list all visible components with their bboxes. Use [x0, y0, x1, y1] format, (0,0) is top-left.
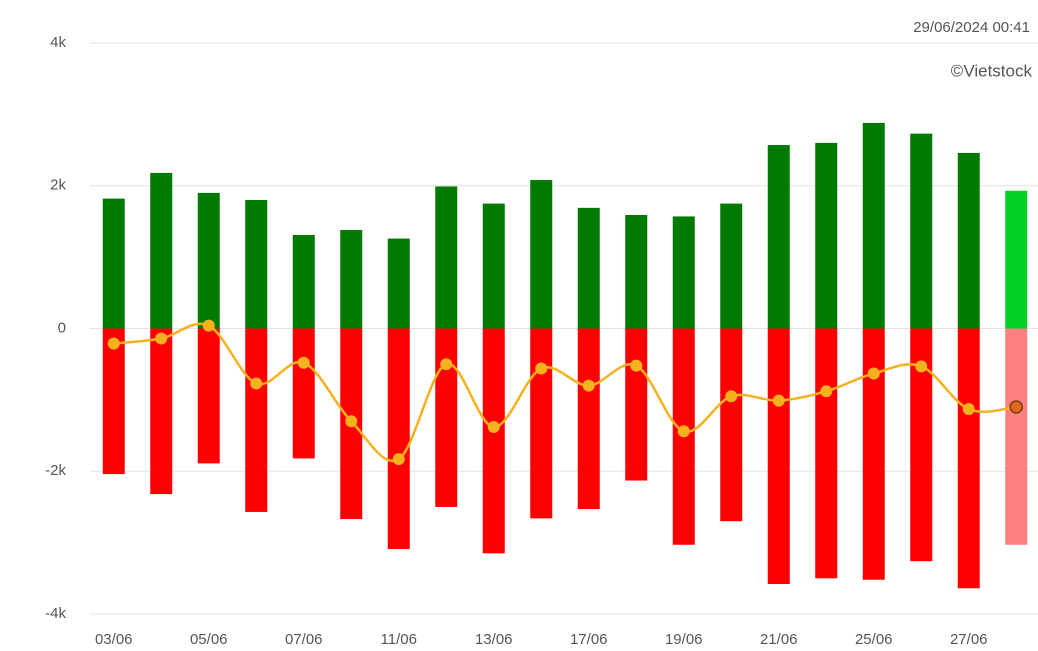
bar: [102, 198, 125, 329]
net-marker: [820, 385, 833, 398]
bar: [197, 192, 220, 329]
bar: [720, 328, 743, 522]
bar: [292, 234, 315, 329]
bar: [150, 328, 173, 495]
x-tick-label: 25/06: [855, 631, 893, 648]
bar: [482, 328, 505, 554]
bar: [482, 203, 505, 329]
net-marker: [202, 319, 215, 332]
x-tick-label: 21/06: [760, 631, 798, 648]
net-marker: [107, 337, 120, 350]
bar: [625, 328, 648, 481]
net-marker: [962, 403, 975, 416]
bar: [435, 186, 458, 329]
bar: [150, 172, 173, 329]
x-tick-label: 07/06: [285, 631, 323, 648]
bar: [435, 328, 458, 507]
x-tick-label: 13/06: [475, 631, 513, 648]
net-marker: [630, 359, 643, 372]
bar: [910, 133, 933, 329]
x-tick-label: 03/06: [95, 631, 133, 648]
bar: [292, 328, 315, 459]
bar: [245, 200, 268, 329]
bar: [625, 215, 648, 329]
bar: [387, 238, 410, 329]
bar: [815, 142, 838, 329]
net-marker: [297, 356, 310, 369]
bar: [862, 122, 885, 329]
bar: [530, 180, 553, 329]
y-tick-label: -4k: [45, 605, 66, 622]
bar: [957, 152, 980, 329]
bar: [720, 203, 743, 329]
bar: [245, 328, 268, 512]
net-marker: [345, 415, 358, 428]
net-marker: [867, 367, 880, 380]
net-marker: [155, 332, 168, 345]
bar: [530, 328, 553, 519]
net-marker: [677, 425, 690, 438]
net-marker: [487, 420, 500, 433]
bar: [672, 216, 695, 329]
timestamp: 29/06/2024 00:41: [913, 19, 1030, 36]
bar: [767, 145, 790, 329]
net-marker: [1009, 400, 1023, 414]
bar: [577, 328, 600, 510]
bar: [387, 328, 410, 550]
bar: [102, 328, 125, 475]
net-marker: [582, 379, 595, 392]
net-marker: [725, 390, 738, 403]
x-tick-label: 17/06: [570, 631, 608, 648]
net-marker: [535, 362, 548, 375]
y-tick-label: 0: [58, 319, 66, 336]
bar: [577, 207, 600, 329]
credit: ©Vietstock: [951, 61, 1033, 80]
bar: [1005, 328, 1028, 545]
net-marker: [440, 358, 453, 371]
y-tick-label: 4k: [50, 34, 66, 51]
net-marker: [250, 377, 263, 390]
bar: [340, 230, 363, 329]
bar: [910, 328, 933, 562]
x-tick-label: 27/06: [950, 631, 988, 648]
bar: [1005, 190, 1028, 329]
bar: [862, 328, 885, 580]
x-tick-label: 11/06: [381, 631, 417, 648]
net-marker: [392, 453, 405, 466]
x-tick-label: 05/06: [190, 631, 228, 648]
x-tick-label: 19/06: [665, 631, 703, 648]
y-tick-label: 2k: [50, 177, 66, 194]
bar: [197, 328, 220, 464]
bar: [957, 328, 980, 589]
y-tick-label: -2k: [45, 462, 66, 479]
net-marker: [915, 360, 928, 373]
bar: [767, 328, 790, 585]
net-marker: [772, 394, 785, 407]
bar: [815, 328, 838, 579]
